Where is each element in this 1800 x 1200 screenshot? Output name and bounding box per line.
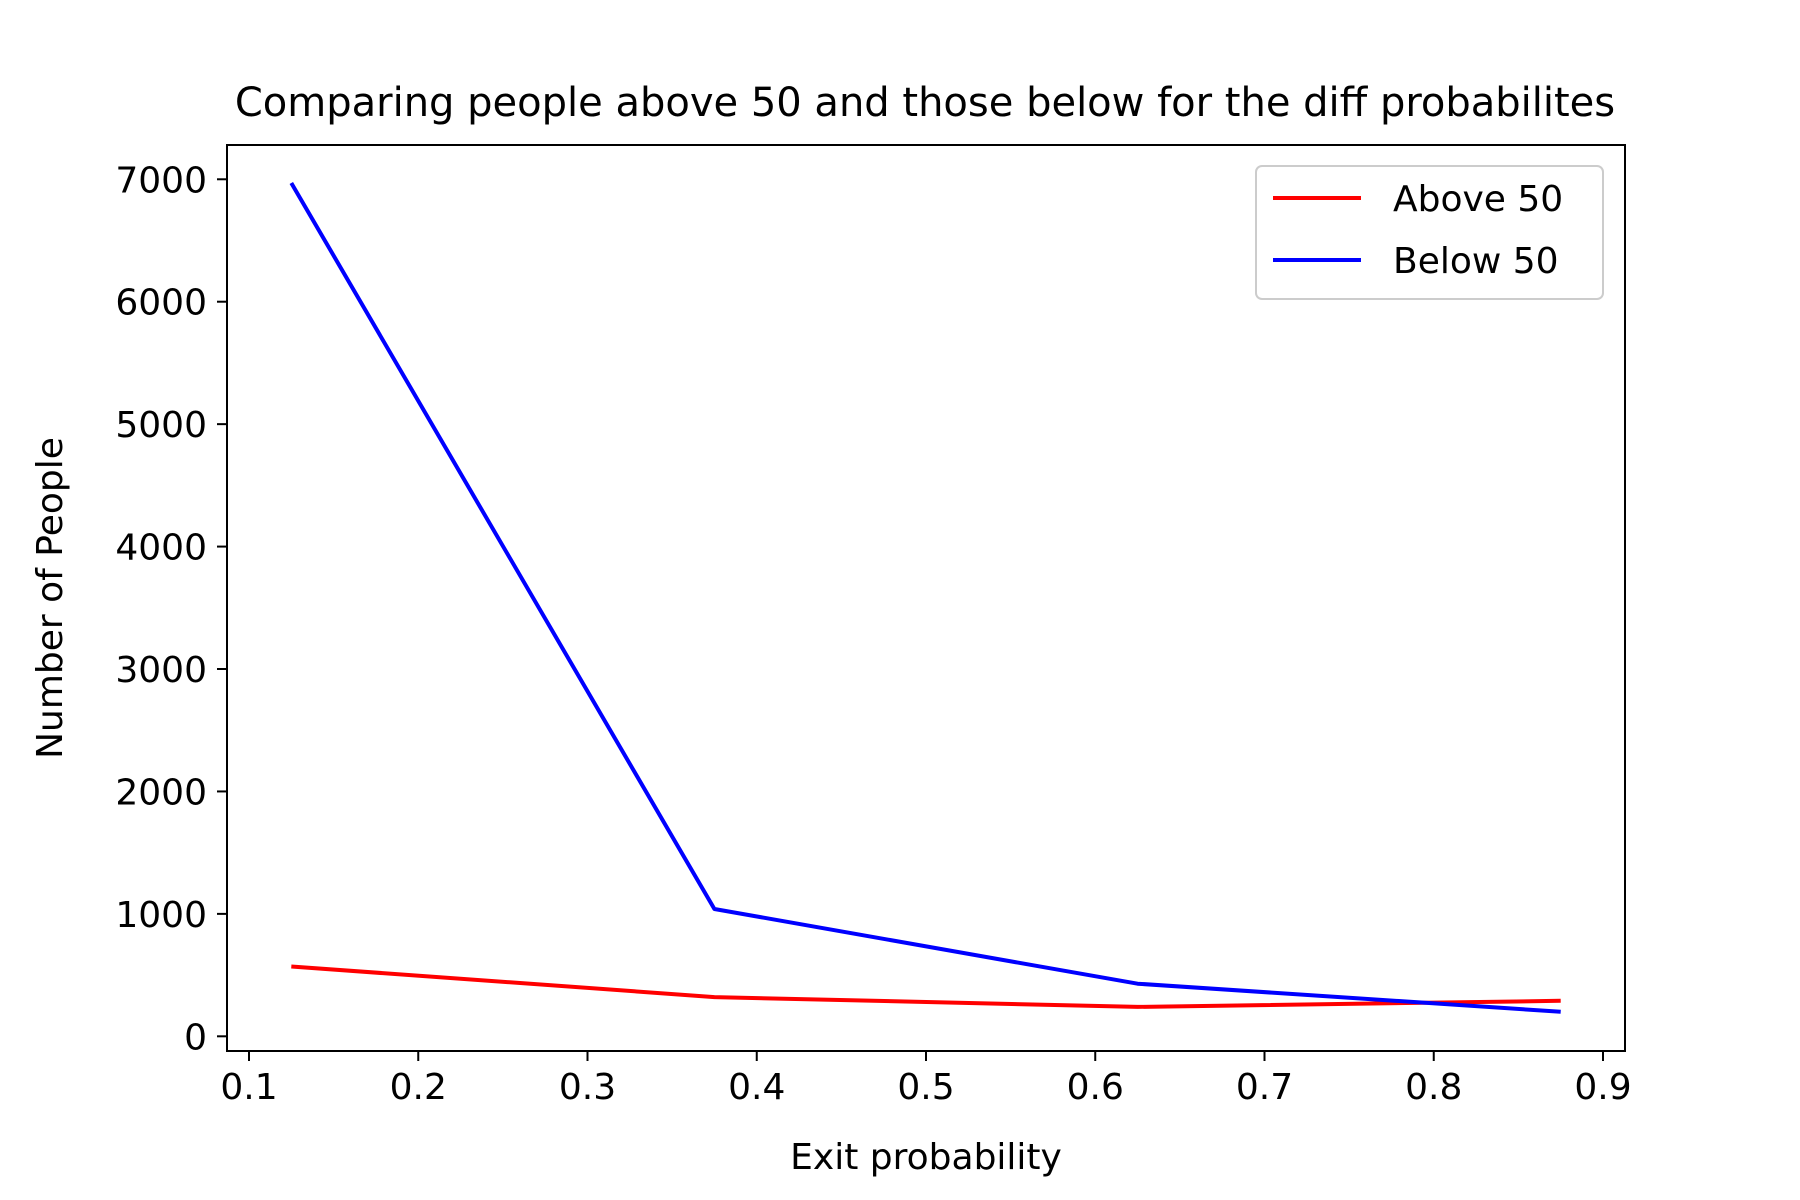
series-lines <box>289 181 1561 1014</box>
legend: Above 50 Below 50 <box>1255 165 1604 300</box>
y-axis-label: Number of People <box>30 437 71 759</box>
y-tick-label: 6000 <box>115 283 207 324</box>
x-axis-label: Exit probability <box>790 1137 1062 1178</box>
series-line-2 <box>289 181 1561 1014</box>
x-tick-label: 0.9 <box>1574 1067 1631 1108</box>
x-tick-label: 0.5 <box>897 1067 954 1108</box>
x-tick-label: 0.7 <box>1236 1067 1293 1108</box>
y-tick-label: 7000 <box>115 160 207 201</box>
x-tick-label: 0.6 <box>1067 1067 1124 1108</box>
series-line-1 <box>291 964 1561 1009</box>
y-tick-label: 3000 <box>115 650 207 691</box>
x-tick-label: 0.3 <box>559 1067 616 1108</box>
y-tick-label: 2000 <box>115 772 207 813</box>
x-tick-label: 0.8 <box>1405 1067 1462 1108</box>
x-axis: 0.1 0.2 0.3 0.4 0.5 0.6 0.7 0.8 0.9 <box>220 1051 1632 1108</box>
y-tick-label: 1000 <box>115 895 207 936</box>
x-tick-label: 0.1 <box>220 1067 277 1108</box>
legend-label: Below 50 <box>1393 241 1559 282</box>
x-tick-label: 0.2 <box>390 1067 447 1108</box>
chart-title: Comparing people above 50 and those belo… <box>235 80 1615 126</box>
x-tick-label: 0.4 <box>728 1067 785 1108</box>
legend-label: Above 50 <box>1393 179 1563 220</box>
y-axis: 0 1000 2000 3000 4000 5000 6000 7000 <box>115 160 227 1058</box>
y-tick-label: 5000 <box>115 405 207 446</box>
y-tick-label: 0 <box>184 1017 207 1058</box>
y-tick-label: 4000 <box>115 528 207 569</box>
